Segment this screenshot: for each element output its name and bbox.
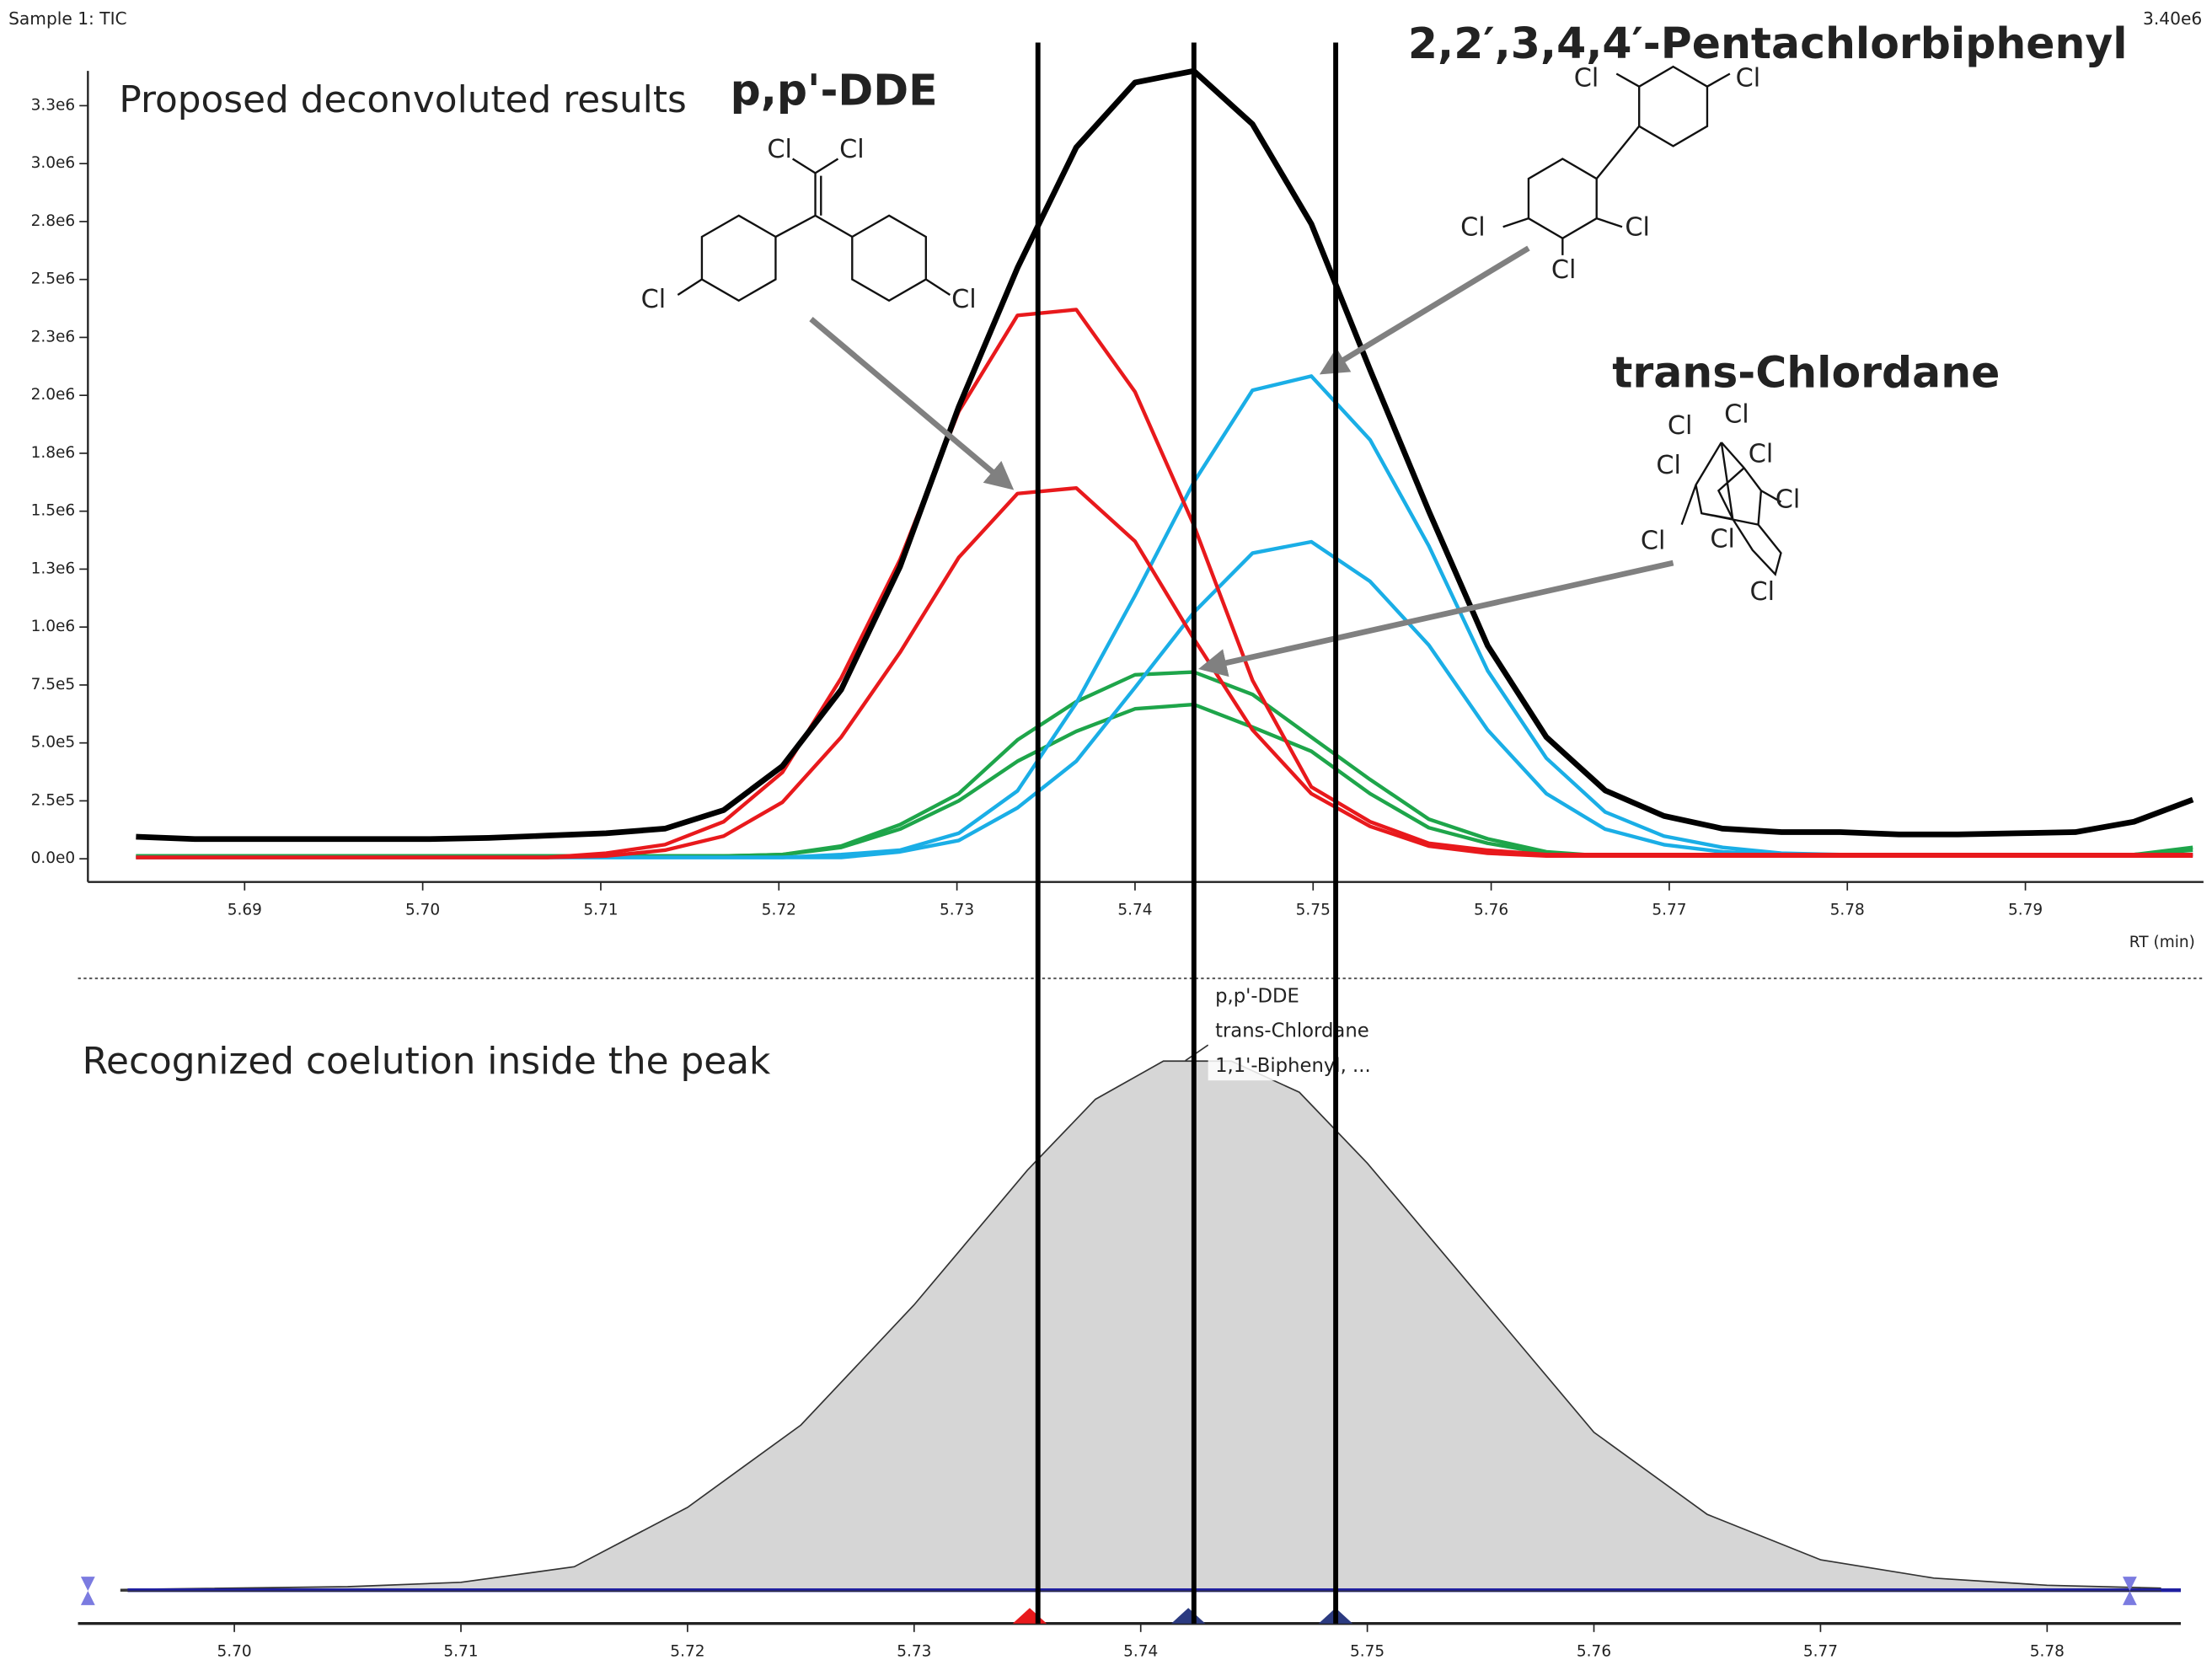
x-tick-label: 5.72 [762, 901, 796, 918]
x-tick-label: 5.78 [2030, 1642, 2065, 1660]
atom-label: Cl [1710, 525, 1735, 554]
peak-marker [1012, 1608, 1047, 1624]
y-tick-label: 0.0e0 [31, 849, 76, 867]
x-tick-label: 5.77 [1803, 1642, 1838, 1660]
y-tick-label: 1.8e6 [31, 444, 76, 462]
atom-label: Cl [1656, 451, 1681, 480]
x-tick-label: 5.75 [1296, 901, 1331, 918]
atom-label: Cl [641, 285, 667, 314]
x-tick-label: 5.74 [1123, 1642, 1158, 1660]
x-tick-label: 5.79 [2008, 901, 2043, 918]
peak-marker [1170, 1608, 1206, 1624]
overlay-layer: p,p'-DDE trans-Chlordane 1,1'-Biphenyl, ..… [1012, 985, 1385, 1624]
peak-label: 1,1'-Biphenyl, ... [1215, 1055, 1371, 1077]
atom-label: Cl [1460, 212, 1486, 242]
x-tick-label: 5.69 [228, 901, 262, 918]
x-tick-label: 5.77 [1652, 901, 1686, 918]
integration-end [2122, 1577, 2137, 1605]
atom-label: Cl [951, 285, 977, 314]
structure-pcb [1502, 65, 1731, 255]
y-tick-label: 3.0e6 [31, 154, 76, 172]
x-tick-label: 5.71 [443, 1642, 478, 1660]
atom-label: Cl [1775, 485, 1801, 515]
compound-label: trans-Chlordane [1612, 347, 2000, 397]
y-tick-label: 2.0e6 [31, 386, 76, 404]
atom-label: Cl [1724, 400, 1749, 430]
compound-label: p,p'-DDE [731, 66, 938, 115]
y-tick-label: 3.3e6 [31, 96, 76, 114]
y-tick-label: 2.3e6 [31, 328, 76, 345]
x-axis-label: RT (min) [2129, 934, 2195, 951]
top-title: Proposed deconvoluted results [119, 78, 686, 121]
series-line [136, 67, 2194, 843]
peak-label: trans-Chlordane [1215, 1020, 1369, 1042]
series-line [136, 374, 2193, 859]
y-tick-label: 2.5e5 [31, 791, 76, 809]
atom-label: Cl [1625, 212, 1650, 242]
max-intensity: 3.40e6 [2143, 8, 2202, 29]
sample-title: Sample 1: TIC [8, 8, 127, 29]
x-tick-label: 5.71 [583, 901, 618, 918]
y-tick-label: 2.8e6 [31, 212, 76, 230]
structure-dde [677, 158, 951, 303]
x-tick-label: 5.75 [1350, 1642, 1385, 1660]
x-tick-label: 5.72 [670, 1642, 704, 1660]
guide-lines [1035, 42, 1339, 1624]
y-tick-label: 5.0e5 [31, 734, 76, 752]
atom-label: Cl [1668, 411, 1693, 441]
x-tick-label: 5.70 [217, 1642, 251, 1660]
structure-chlordane [1680, 442, 1782, 576]
x-tick-label: 5.78 [1830, 901, 1865, 918]
atom-label: Cl [1736, 64, 1761, 94]
atom-label: Cl [1574, 64, 1599, 94]
atom-label: Cl [1749, 440, 1774, 469]
y-tick-label: 1.3e6 [31, 560, 76, 577]
plot-layer: 5.69 5.70 5.71 5.72 5.73 5.74 5.75 5.76 5.77 5.78… [31, 67, 2204, 1660]
peak-label: p,p'-DDE [1215, 985, 1299, 1007]
y-tick-label: 1.0e6 [31, 618, 76, 635]
series-line [136, 670, 2193, 859]
y-tick-label: 2.5e6 [31, 270, 76, 288]
x-tick-label: 5.70 [405, 901, 440, 918]
atom-label: Cl [767, 135, 792, 164]
x-tick-label: 5.73 [897, 1642, 931, 1660]
atom-label: Cl [839, 135, 865, 164]
x-tick-label: 5.73 [940, 901, 974, 918]
x-tick-label: 5.76 [1577, 1642, 1611, 1660]
y-tick-label: 7.5e5 [31, 676, 76, 693]
atom-label: Cl [1551, 255, 1577, 285]
label-leader [1185, 1044, 1209, 1062]
bottom-title: Recognized coelution inside the peak [83, 1040, 771, 1083]
atom-label: Cl [1641, 526, 1666, 555]
y-tick-label: 1.5e6 [31, 502, 76, 520]
atom-label: Cl [1749, 577, 1775, 607]
series-line [136, 308, 2193, 859]
peak-area [120, 1060, 2161, 1592]
x-tick-label: 5.76 [1474, 901, 1508, 918]
integration-end [80, 1577, 95, 1605]
arrows [809, 245, 1674, 677]
compound-label: 2,2′,3,4,4′-Pentachlorbiphenyl [1408, 19, 2128, 68]
label-box [1208, 1049, 1385, 1081]
x-tick-label: 5.74 [1117, 901, 1152, 918]
